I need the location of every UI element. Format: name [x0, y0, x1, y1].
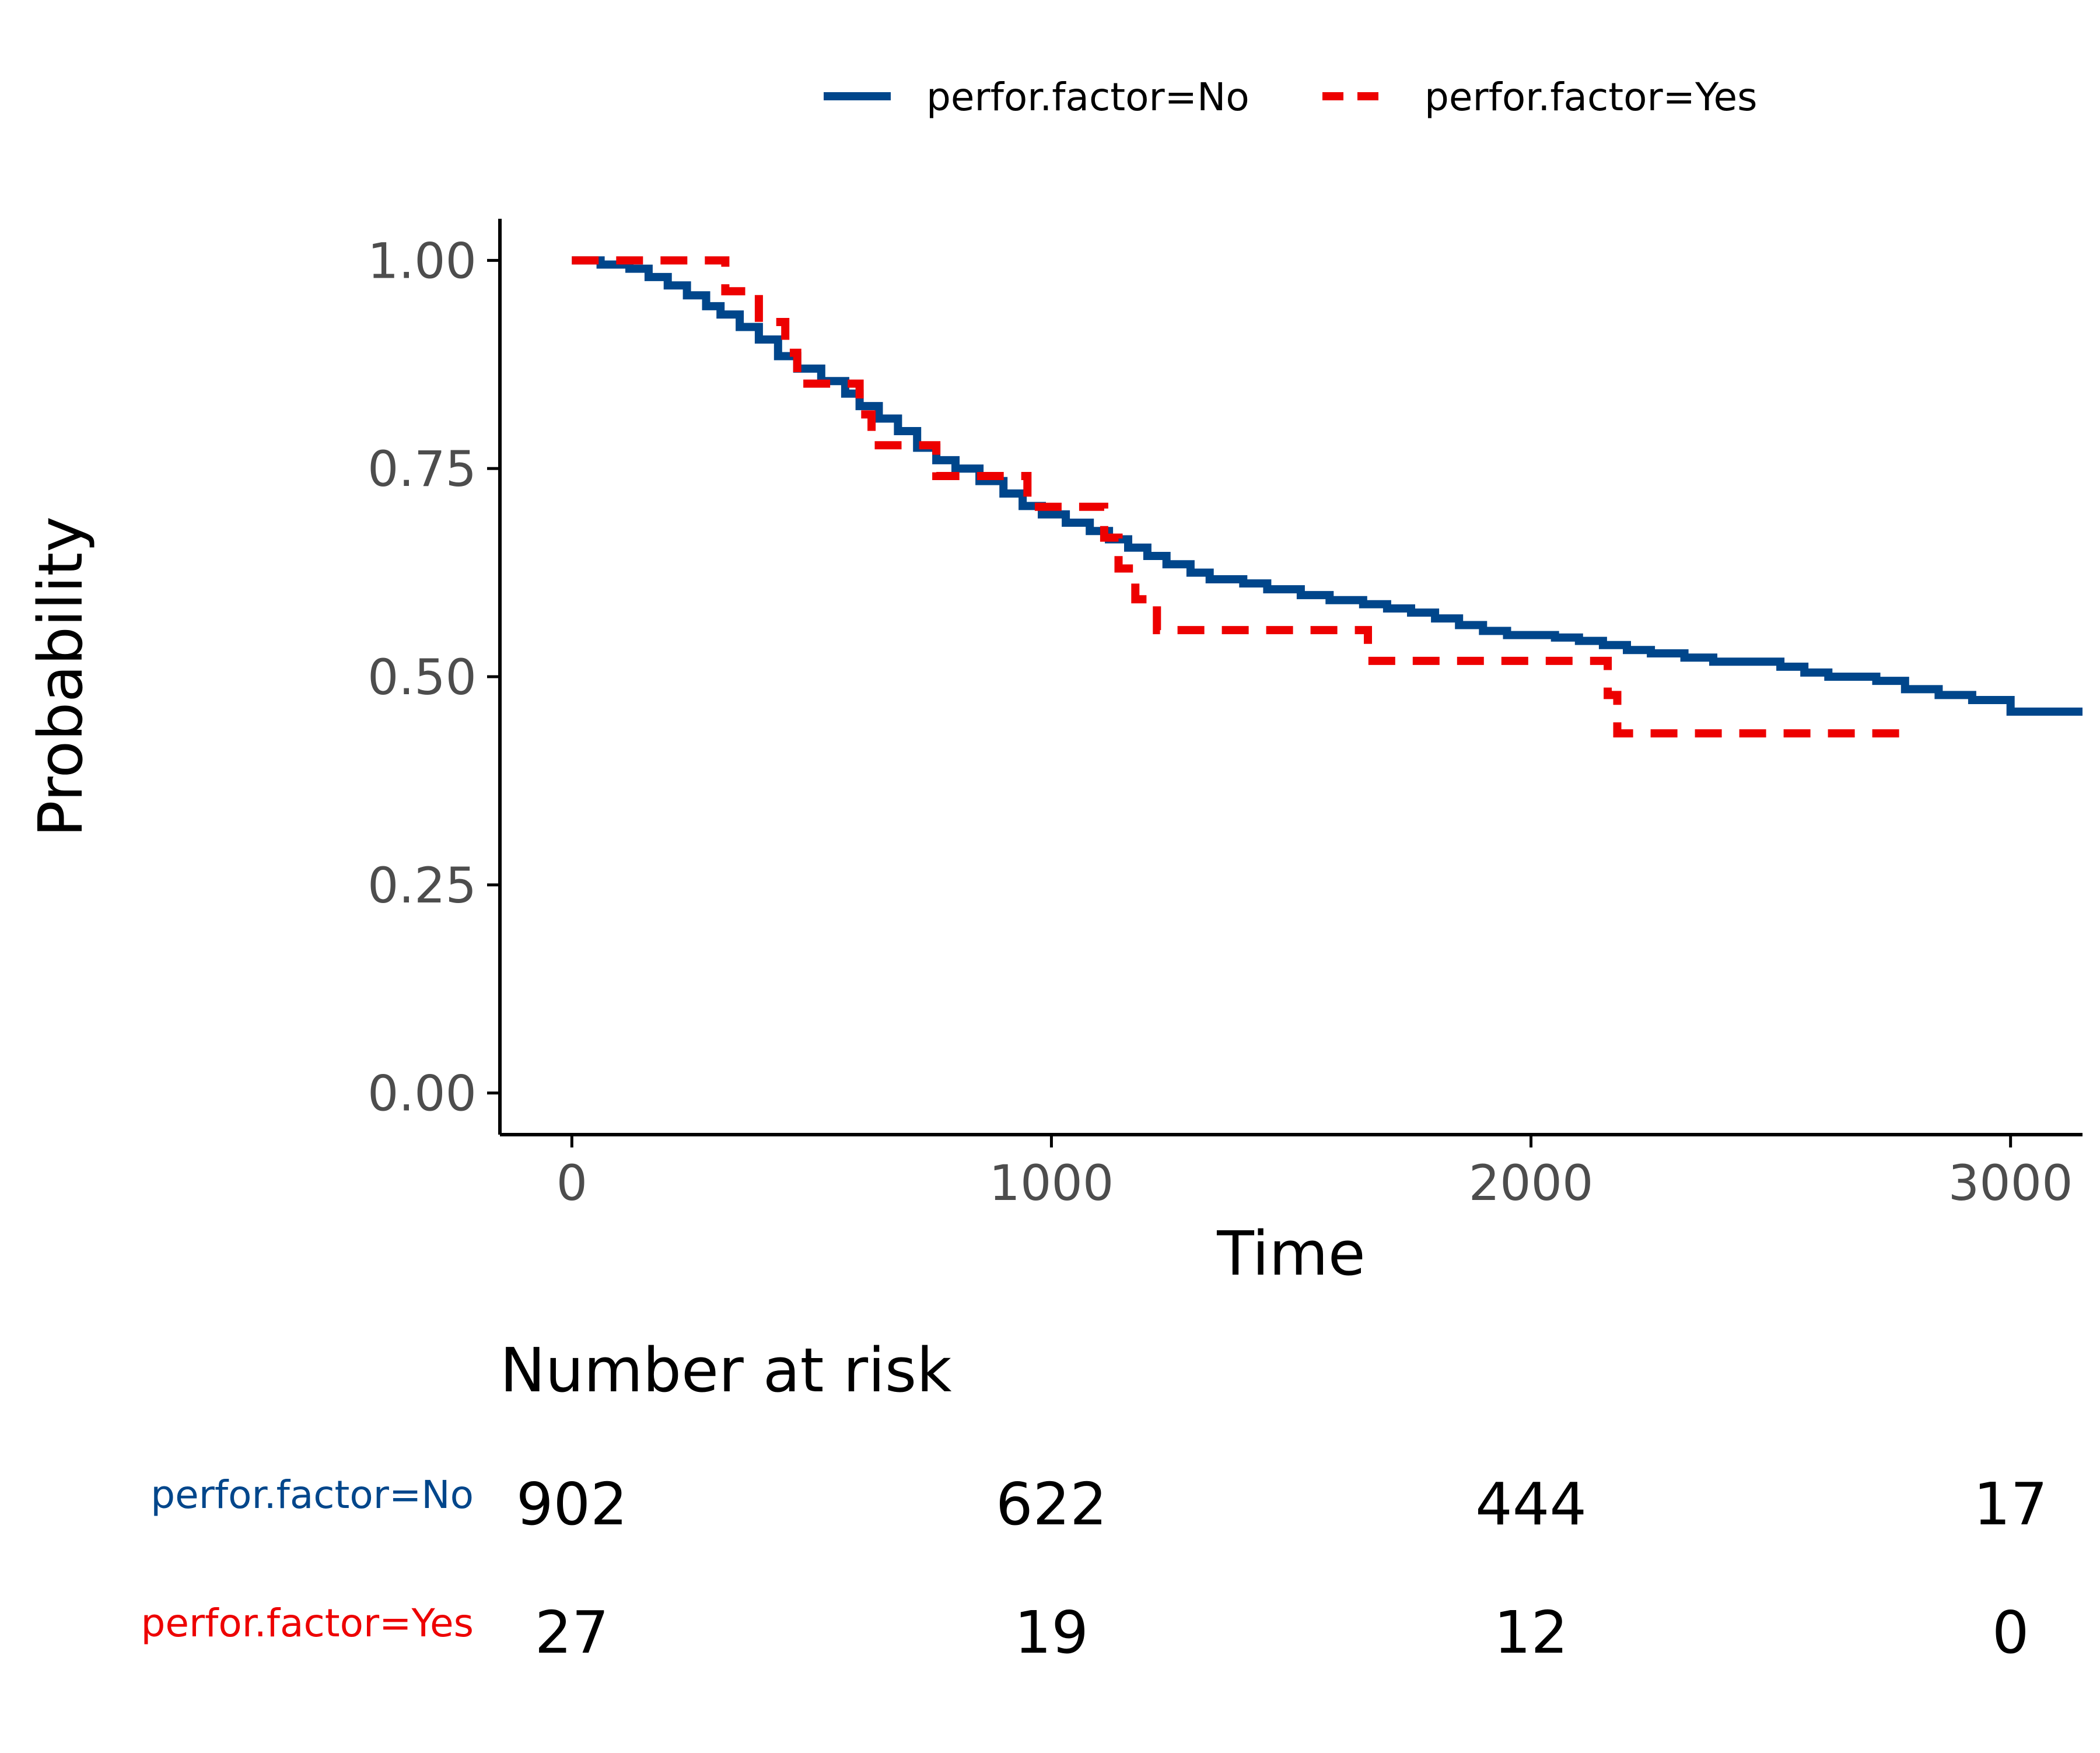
x-tick-label: 2000	[1469, 1154, 1594, 1212]
risk-count: 902	[516, 1470, 628, 1538]
legend: perfor.factor=No perfor.factor=Yes	[824, 75, 1758, 120]
x-tick-label: 0	[556, 1154, 587, 1212]
risk-table: Number at risk perfor.factor=No 902 622 444 1…	[141, 1335, 2048, 1667]
risk-count: 19	[1014, 1598, 1088, 1667]
x-tick-label: 3000	[1948, 1154, 2073, 1212]
risk-table-title: Number at risk	[500, 1335, 951, 1406]
risk-count: 12	[1494, 1598, 1568, 1667]
y-tick-label: 0.50	[368, 649, 477, 706]
risk-row-label: perfor.factor=No	[150, 1472, 474, 1517]
x-axis-title: Time	[1216, 1218, 1366, 1289]
risk-count: 27	[535, 1598, 609, 1667]
risk-count: 622	[996, 1470, 1107, 1538]
y-tick-label: 0.75	[368, 440, 477, 498]
risk-row-label: perfor.factor=Yes	[141, 1601, 474, 1646]
series-line-yes	[572, 256, 1905, 738]
y-axis-title: Probability	[25, 516, 96, 837]
risk-count: 17	[1973, 1470, 2048, 1538]
y-tick-label: 1.00	[368, 232, 477, 289]
legend-label: perfor.factor=No	[926, 75, 1250, 120]
risk-count: 444	[1475, 1470, 1587, 1538]
x-tick-label: 1000	[989, 1154, 1114, 1212]
legend-label: perfor.factor=Yes	[1424, 75, 1758, 120]
series-lines	[572, 256, 2082, 738]
y-tick-label: 0.00	[368, 1065, 477, 1122]
y-tick-label: 0.25	[368, 857, 477, 914]
risk-count: 0	[1992, 1598, 2029, 1667]
axes: 0.00 0.25 0.50 0.75 1.00 0 1000 2000 3000 Time Pro…	[25, 219, 2082, 1289]
series-line-no	[572, 256, 2082, 716]
